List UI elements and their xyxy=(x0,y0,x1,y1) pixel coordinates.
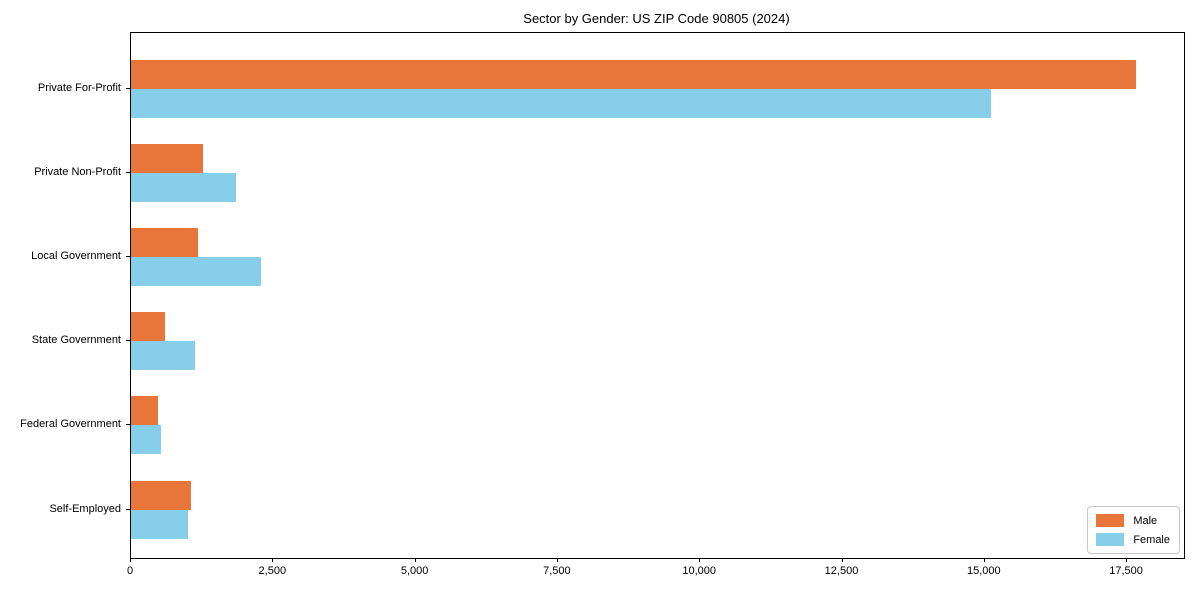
y-tick-mark xyxy=(126,88,130,89)
chart-title: Sector by Gender: US ZIP Code 90805 (202… xyxy=(523,11,790,26)
legend-label: Female xyxy=(1133,533,1170,546)
bar-male xyxy=(131,396,159,426)
x-tick-mark xyxy=(272,558,274,562)
y-tick-mark xyxy=(126,256,130,258)
y-tick-label: Self-Employed xyxy=(49,502,121,515)
bar-female xyxy=(131,425,162,455)
x-tick-mark xyxy=(130,558,131,562)
y-tick-mark xyxy=(126,508,130,510)
y-tick-label: Local Government xyxy=(31,250,121,263)
plot-area: Male Female xyxy=(130,32,1185,559)
bar-female xyxy=(131,257,261,287)
bar-male xyxy=(131,144,203,174)
bar-female xyxy=(131,173,237,203)
legend-swatch-male xyxy=(1096,514,1125,527)
bar-female xyxy=(131,89,991,118)
y-tick-label: Private For-Profit xyxy=(37,82,121,94)
legend-label: Male xyxy=(1133,514,1158,527)
y-tick-label: State Government xyxy=(31,334,121,347)
x-tick-mark xyxy=(1126,558,1128,562)
legend-swatch-female xyxy=(1096,533,1125,546)
bar-female xyxy=(131,341,195,371)
x-tick-mark xyxy=(983,558,985,562)
x-tick-label: 12,500 xyxy=(824,565,859,577)
x-tick-mark xyxy=(556,558,558,562)
y-tick-label: Federal Government xyxy=(20,418,121,431)
x-tick-label: 17,500 xyxy=(1109,565,1143,577)
legend: Male Female xyxy=(1087,506,1180,554)
bar-male xyxy=(131,60,1136,89)
x-tick-label: 0 xyxy=(126,565,134,577)
x-tick-label: 7,500 xyxy=(543,565,571,577)
x-tick-mark xyxy=(699,558,701,562)
x-tick-label: 10,000 xyxy=(682,565,717,577)
y-tick-mark xyxy=(126,172,130,174)
y-tick-label: Private Non-Profit xyxy=(34,166,121,179)
x-tick-label: 5,000 xyxy=(400,565,429,577)
x-tick-mark xyxy=(841,558,843,562)
legend-entry-male: Male xyxy=(1096,514,1170,527)
bar-male xyxy=(131,480,192,510)
y-tick-mark xyxy=(126,340,130,342)
bar-female xyxy=(131,509,188,539)
bar-male xyxy=(131,228,198,258)
x-tick-label: 15,000 xyxy=(966,565,1001,577)
x-tick-mark xyxy=(414,558,416,562)
bar-male xyxy=(131,312,165,342)
x-tick-label: 2,500 xyxy=(258,565,287,577)
y-tick-mark xyxy=(126,424,130,426)
legend-entry-female: Female xyxy=(1096,533,1170,546)
